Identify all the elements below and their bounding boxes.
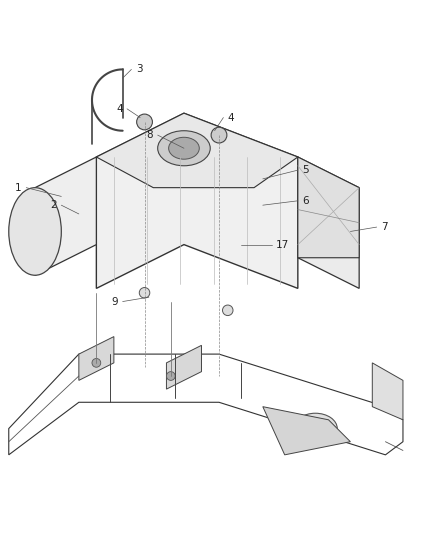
Circle shape — [137, 114, 152, 130]
Text: 17: 17 — [276, 240, 289, 249]
Text: 5: 5 — [302, 165, 309, 175]
Polygon shape — [372, 363, 403, 420]
Polygon shape — [263, 407, 350, 455]
Ellipse shape — [302, 419, 328, 439]
Text: 2004 Dodge Ram 3500
Shield-Heat Diagram
5037426AB: 2004 Dodge Ram 3500 Shield-Heat Diagram … — [167, 447, 271, 477]
Circle shape — [166, 372, 175, 381]
Ellipse shape — [9, 188, 61, 275]
Polygon shape — [298, 157, 359, 258]
Circle shape — [211, 127, 227, 143]
Ellipse shape — [158, 131, 210, 166]
Polygon shape — [79, 336, 114, 381]
Circle shape — [223, 305, 233, 316]
Circle shape — [214, 130, 224, 140]
Text: 1: 1 — [15, 183, 22, 192]
Text: 2: 2 — [50, 200, 57, 210]
Polygon shape — [166, 345, 201, 389]
Text: 8: 8 — [147, 130, 153, 140]
Polygon shape — [96, 113, 298, 188]
Circle shape — [92, 359, 101, 367]
Polygon shape — [35, 157, 96, 275]
Text: 7: 7 — [381, 222, 388, 232]
Ellipse shape — [169, 138, 199, 159]
Circle shape — [139, 287, 150, 298]
Polygon shape — [96, 113, 298, 288]
Polygon shape — [298, 157, 359, 288]
Ellipse shape — [293, 413, 337, 444]
Text: 6: 6 — [302, 196, 309, 206]
Circle shape — [139, 117, 150, 127]
Text: 4: 4 — [116, 104, 123, 114]
Text: 3: 3 — [136, 64, 142, 75]
Text: 9: 9 — [112, 296, 118, 306]
Text: 4: 4 — [228, 112, 234, 123]
